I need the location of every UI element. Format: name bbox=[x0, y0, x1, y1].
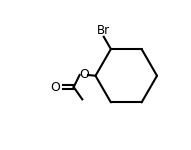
Text: O: O bbox=[51, 81, 61, 94]
Text: O: O bbox=[79, 69, 89, 81]
Text: Br: Br bbox=[96, 24, 110, 37]
